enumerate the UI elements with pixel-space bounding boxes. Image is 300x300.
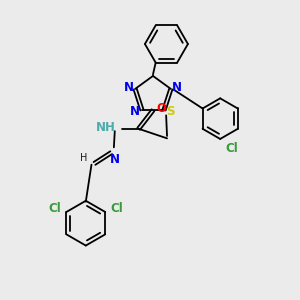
Text: N: N — [130, 105, 140, 118]
Text: NH: NH — [96, 121, 116, 134]
Text: H: H — [80, 153, 87, 163]
Text: Cl: Cl — [225, 142, 238, 154]
Text: O: O — [157, 102, 166, 115]
Text: N: N — [172, 81, 182, 94]
Text: Cl: Cl — [111, 202, 123, 215]
Text: N: N — [124, 81, 134, 94]
Text: Cl: Cl — [48, 202, 61, 215]
Text: N: N — [110, 153, 119, 166]
Text: S: S — [166, 105, 174, 118]
